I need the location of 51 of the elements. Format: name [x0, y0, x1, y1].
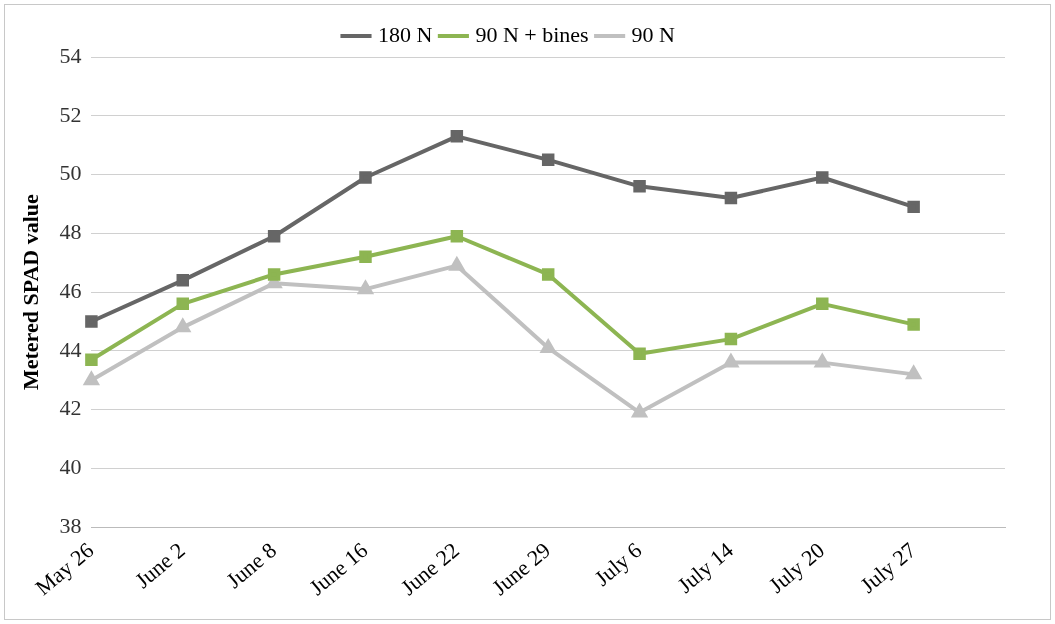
x-tick-label: June 2: [130, 537, 190, 594]
y-tick-label: 48: [59, 219, 82, 245]
y-tick-label: 38: [59, 512, 82, 538]
y-tick-label: 42: [59, 395, 82, 421]
point: [723, 352, 740, 368]
x-tick-label: May 26: [30, 537, 99, 601]
legend-label: 90 N: [631, 21, 676, 47]
x-tick-label: July 14: [672, 537, 738, 598]
point: [541, 153, 555, 167]
x-tick-label: July 20: [764, 537, 830, 598]
point: [541, 268, 555, 281]
point: [84, 372, 99, 386]
point: [359, 250, 372, 264]
x-tick-label: June 16: [304, 537, 373, 601]
x-tick-label: July 27: [855, 537, 921, 598]
x-tick-label: June 22: [395, 537, 464, 601]
point: [541, 339, 556, 353]
point: [907, 318, 920, 331]
point: [450, 130, 464, 143]
point: [907, 200, 920, 214]
point: [449, 257, 465, 271]
legend-label: 180 N: [378, 21, 433, 47]
point: [816, 297, 829, 311]
point: [85, 353, 98, 366]
point: [631, 402, 648, 418]
point: [724, 332, 738, 346]
point: [176, 274, 189, 287]
point: [176, 297, 189, 311]
x-tick-label: July 6: [589, 537, 647, 591]
y-axis-title: Metered SPAD value: [17, 193, 43, 391]
y-tick-label: 44: [59, 336, 82, 362]
y-tick-label: 46: [59, 277, 82, 303]
y-tick-label: 52: [59, 101, 82, 127]
point: [267, 268, 281, 281]
point: [906, 366, 921, 380]
point: [358, 281, 373, 295]
point: [724, 191, 738, 205]
point: [450, 230, 464, 243]
point: [85, 315, 98, 328]
y-tick-label: 54: [59, 42, 82, 68]
x-tick-label: June 8: [221, 537, 282, 594]
x-tick-label: June 29: [487, 537, 556, 601]
point: [633, 180, 646, 193]
point: [267, 230, 281, 243]
point: [633, 347, 646, 361]
legend-label: 90 N + bines: [475, 21, 589, 47]
y-tick-label: 50: [59, 160, 82, 186]
point: [175, 319, 190, 333]
y-tick-label: 40: [59, 454, 82, 480]
point: [359, 171, 372, 184]
point: [816, 171, 829, 184]
